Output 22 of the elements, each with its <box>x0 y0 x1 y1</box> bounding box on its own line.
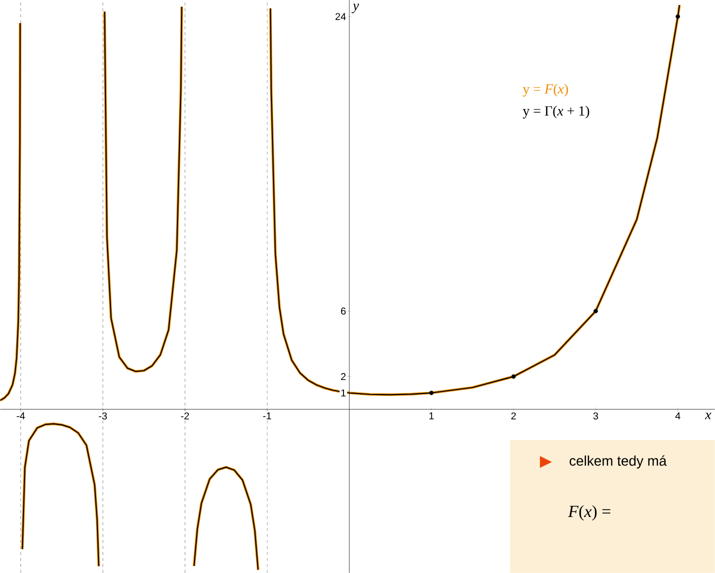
point <box>676 14 680 19</box>
text: y = F(x) <box>522 84 568 97</box>
x-tick-label: 3 <box>593 412 598 420</box>
x-tick-label: 4 <box>675 412 680 420</box>
y-tick-label: 24 <box>336 13 346 20</box>
y-tick-label: 2 <box>341 373 346 380</box>
point <box>594 308 598 314</box>
x-tick-label: 1 <box>429 412 434 420</box>
annotation: F(x) = <box>568 505 610 521</box>
point <box>429 390 434 396</box>
y-tick-label: 1 <box>341 389 346 396</box>
y-axis-title: y <box>352 4 360 14</box>
x-axis-title: x <box>704 412 712 420</box>
x-tick-label: -3 <box>98 412 107 420</box>
annotation: celkem tedy má <box>570 455 667 468</box>
x-tick-label: -4 <box>16 412 25 420</box>
text: y = Γ(x + 1) <box>522 106 590 118</box>
y-tick-label: 6 <box>341 308 346 315</box>
point <box>511 374 516 379</box>
x-tick-label: -2 <box>181 412 189 420</box>
x-tick-label: 2 <box>511 412 516 420</box>
x-tick-label: -1 <box>263 412 272 420</box>
